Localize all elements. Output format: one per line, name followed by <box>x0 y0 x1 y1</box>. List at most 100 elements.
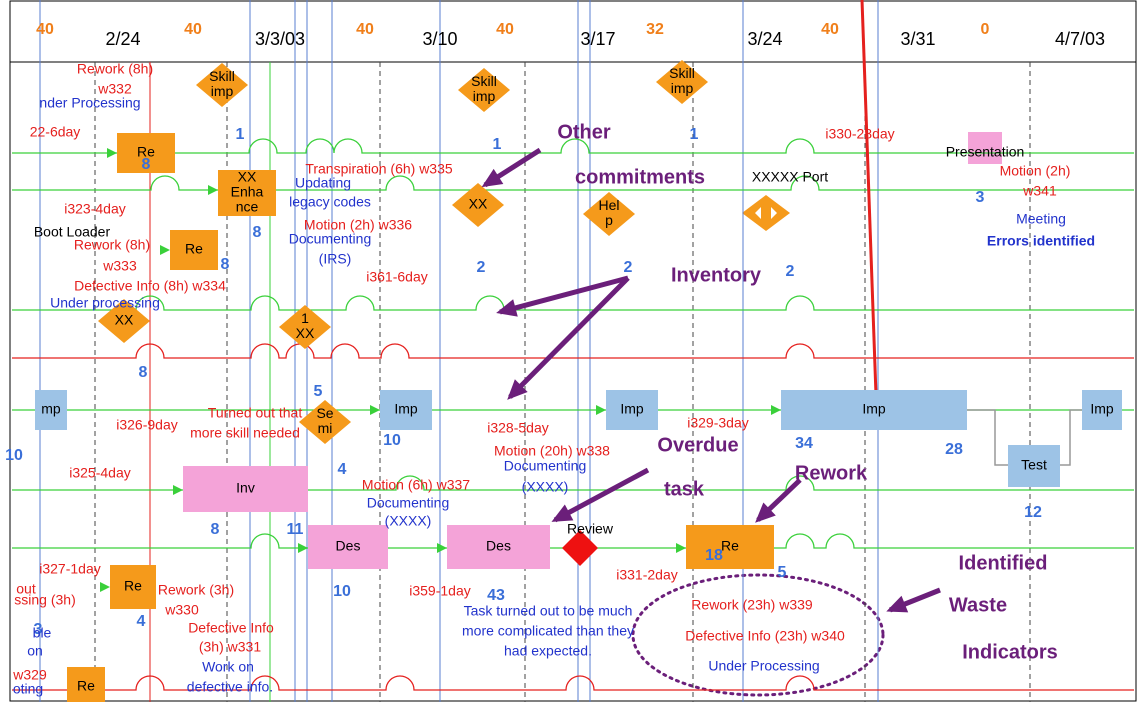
row-line <box>12 475 1134 491</box>
task-label: Imp <box>1090 401 1114 417</box>
annotation: more complicated than they <box>462 623 634 639</box>
task-box <box>67 667 105 702</box>
annotation: oting <box>13 681 43 697</box>
annotation: i327-1day <box>39 561 101 577</box>
duration-number: 5 <box>314 383 323 400</box>
callout-arrow-head <box>496 299 518 317</box>
callout: Other <box>557 121 611 143</box>
callout-arrow-head <box>481 168 504 188</box>
callout-arrow-head <box>755 502 776 523</box>
duration-number: 8 <box>139 364 148 381</box>
task-diamond <box>196 63 248 107</box>
annotation: i326-9day <box>116 417 178 433</box>
flow-line <box>967 409 1082 466</box>
task-label: imp <box>671 80 694 96</box>
annotation: w341 <box>1022 183 1057 199</box>
arrow-head <box>596 405 606 415</box>
duration-number: 28 <box>945 441 963 458</box>
duration-number: 43 <box>487 587 505 604</box>
task-label: XX <box>296 325 315 341</box>
duration-number: 12 <box>1024 504 1042 521</box>
task-label: Skill <box>669 65 695 81</box>
callout: Identified <box>959 552 1048 574</box>
task-box <box>781 390 967 430</box>
arrow-head <box>676 543 686 553</box>
annotation: more skill needed <box>190 425 300 441</box>
task-label: Test <box>1021 457 1047 473</box>
row-line <box>12 343 1134 359</box>
task-label: Re <box>77 678 95 694</box>
annotation: out <box>16 581 36 597</box>
task-diamond <box>458 68 510 112</box>
frame <box>9 0 1137 702</box>
review-diamond <box>562 530 598 566</box>
duration-number: 8 <box>253 224 262 241</box>
annotation: i325-4day <box>69 465 131 481</box>
annotation: Rework (8h) <box>77 61 153 77</box>
annotation: Presentation <box>946 144 1025 160</box>
callout-arrow-head <box>886 595 909 613</box>
date-label: 3/17 <box>580 29 615 49</box>
task-box <box>380 390 432 430</box>
duration-number: 8 <box>142 156 151 173</box>
annotation: ssing (3h) <box>14 592 75 608</box>
annotation: legacy codes <box>289 194 371 210</box>
task-box <box>1082 390 1122 430</box>
date-label: 3/24 <box>747 29 782 49</box>
task-box <box>183 466 308 512</box>
annotation: Meeting <box>1016 211 1066 227</box>
annotation: w332 <box>97 81 132 97</box>
annotation: XXXXX Port <box>752 169 828 185</box>
capacity-label: 40 <box>184 21 202 38</box>
duration-number: 10 <box>5 447 23 464</box>
task-box <box>447 525 550 569</box>
task-label: Skill <box>209 68 235 84</box>
callout: Indicators <box>962 641 1058 663</box>
capacity-label: 32 <box>646 21 664 38</box>
duration-number: 18 <box>705 547 723 564</box>
task-label: Re <box>137 144 155 160</box>
annotation: Defective Info (8h) w334 <box>74 278 226 294</box>
annotation: (XXXX) <box>385 513 432 529</box>
task-label: Inv <box>236 480 255 496</box>
task-box <box>686 525 774 569</box>
duration-number: 8 <box>221 256 230 273</box>
annotation: Transpiration (6h) w335 <box>305 161 453 177</box>
row-line <box>12 138 1134 154</box>
annotation: Rework (23h) w339 <box>691 597 813 613</box>
task-label: nce <box>236 199 259 215</box>
annotation: Motion (20h) w338 <box>494 443 610 459</box>
annotation: Defective Info (23h) w340 <box>685 628 845 644</box>
duration-number: 10 <box>333 583 351 600</box>
task-diamond <box>279 305 331 349</box>
arrow-head <box>298 543 308 553</box>
arrow-head <box>208 185 218 195</box>
task-box <box>606 390 658 430</box>
task-label: Enha <box>231 184 264 200</box>
task-box <box>110 565 156 609</box>
task-label: XX <box>115 312 134 328</box>
annotation: i361-6day <box>366 269 428 285</box>
duration-number: 8 <box>211 521 220 538</box>
annotation: i331-2day <box>616 567 678 583</box>
annotation: Motion (2h) w336 <box>304 217 412 233</box>
annotation: w330 <box>164 602 199 618</box>
annotation: Work on <box>202 659 254 675</box>
annotation: Turned out that <box>208 405 303 421</box>
row-line <box>12 533 1134 549</box>
duration-number: 4 <box>338 461 347 478</box>
annotation: Motion (2h) <box>1000 163 1071 179</box>
duration-number: 1 <box>236 126 245 143</box>
date-label: 3/3/03 <box>255 29 305 49</box>
task-label: Des <box>336 538 361 554</box>
capacity-label: 40 <box>496 21 514 38</box>
task-label: Des <box>486 538 511 554</box>
callout-arrow-head <box>551 504 574 522</box>
date-label: 2/24 <box>105 29 140 49</box>
arrow-head <box>437 543 447 553</box>
duration-number: 3 <box>976 189 985 206</box>
duration-number: 5 <box>778 564 787 581</box>
duration-number: 2 <box>624 259 633 276</box>
duration-number: 10 <box>383 432 401 449</box>
